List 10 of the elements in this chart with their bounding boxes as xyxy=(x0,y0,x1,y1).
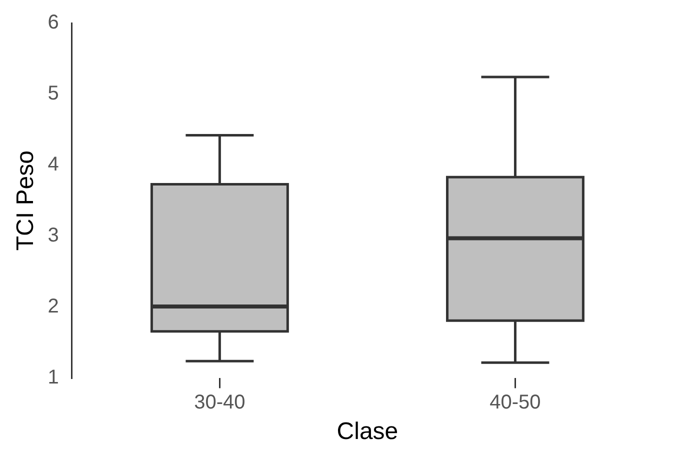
y-axis-title: TCI Peso xyxy=(12,150,40,251)
y-tick-label: 5 xyxy=(48,82,59,105)
x-tick-label: 30-40 xyxy=(194,392,246,414)
x-axis-title: Clase xyxy=(336,418,398,446)
y-tick-label: 4 xyxy=(48,154,59,176)
x-tick-label: 40-50 xyxy=(490,392,541,414)
y-tick-label: 6 xyxy=(48,12,59,34)
y-tick-label: 2 xyxy=(48,296,59,318)
y-tick-label: 1 xyxy=(48,366,59,389)
y-tick-label: 3 xyxy=(48,224,59,247)
